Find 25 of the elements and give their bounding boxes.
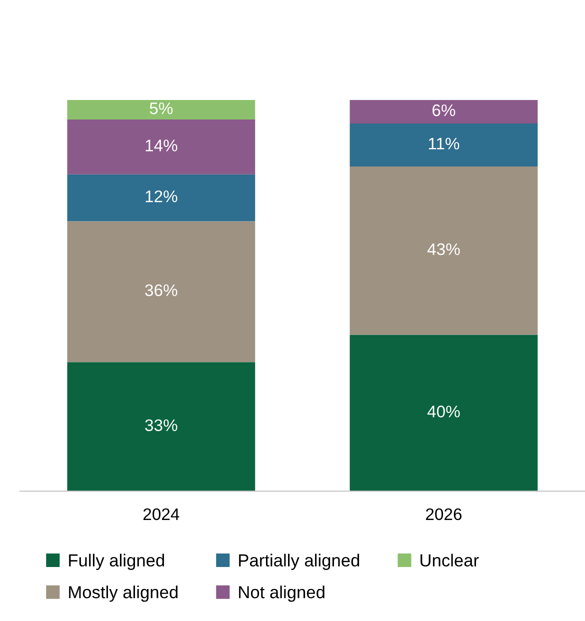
legend-label: Mostly aligned (69, 586, 178, 602)
data-label: 12% (146, 190, 178, 202)
bar (67, 174, 256, 222)
bar (67, 221, 256, 362)
legend-label: Fully aligned (69, 554, 164, 570)
x-tick-label: 2026 (426, 508, 462, 520)
data-label: 36% (145, 284, 178, 296)
bar (350, 334, 538, 492)
bar (350, 123, 538, 166)
legend-label: Unclear (420, 554, 479, 567)
x-tick-label: 2024 (143, 508, 180, 520)
legend-label: Partially aligned (239, 554, 360, 570)
data-label: 5% (150, 102, 173, 114)
legend-label: Not aligned (239, 586, 324, 602)
data-label: 33% (145, 419, 178, 432)
bar (67, 120, 256, 174)
data-label: 14% (146, 140, 178, 152)
bar (67, 362, 256, 492)
data-label: 40% (427, 406, 460, 418)
bar (350, 166, 538, 335)
bar (67, 100, 256, 120)
data-label: 11% (428, 138, 460, 150)
bar (350, 100, 538, 124)
data-label: 6% (432, 104, 456, 116)
data-label: 43% (427, 243, 460, 256)
